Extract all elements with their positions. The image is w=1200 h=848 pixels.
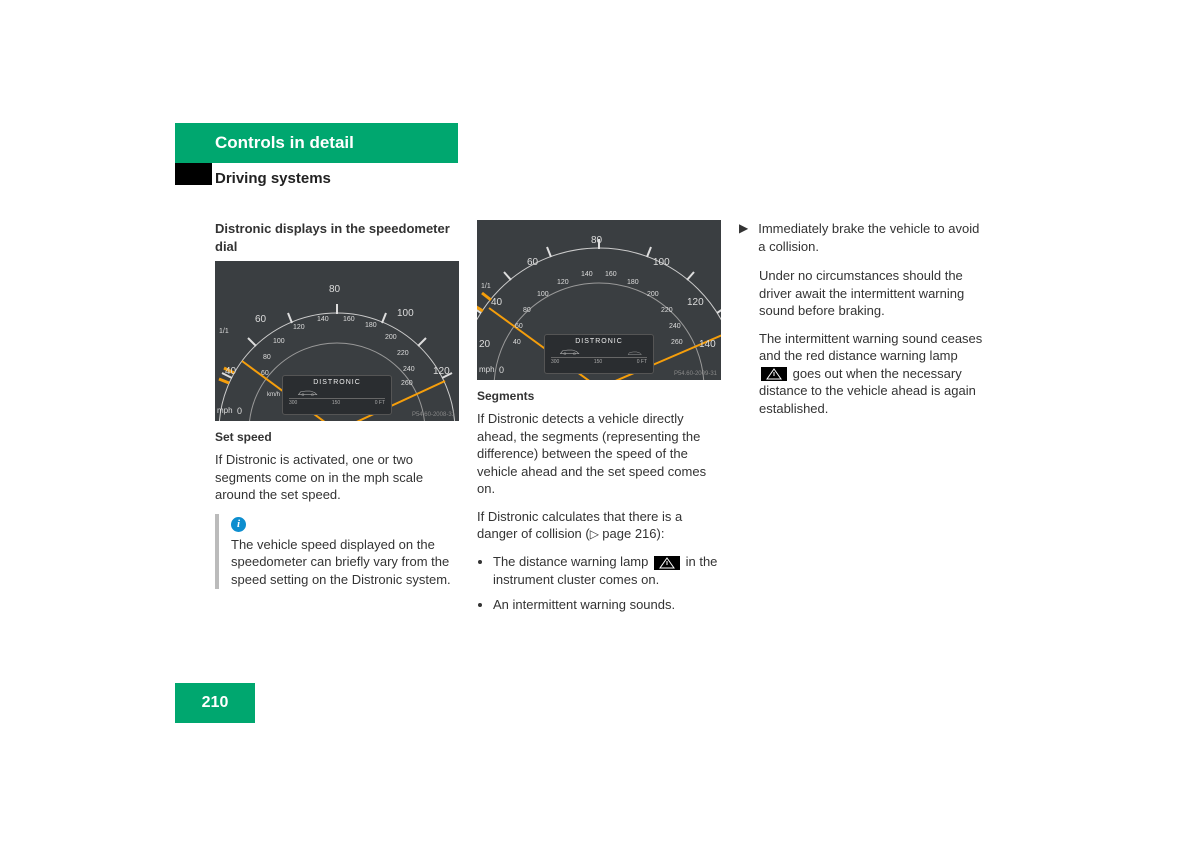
info-note: i The vehicle speed displayed on the spe… xyxy=(215,514,459,589)
k2-60: 60 xyxy=(515,322,523,331)
distronic-display-1: DISTRONIC 300 150 0 FT xyxy=(282,375,392,415)
image-id-1: P54.60-2008-31 xyxy=(412,411,455,419)
col2-ref: page 216 xyxy=(602,526,656,541)
zero-label: 0 xyxy=(237,405,242,417)
k2-260: 260 xyxy=(671,338,683,347)
km-60: 60 xyxy=(261,369,269,378)
km-100: 100 xyxy=(273,337,285,346)
section-title: Driving systems xyxy=(215,170,331,187)
k2-200: 200 xyxy=(647,290,659,299)
km-180: 180 xyxy=(365,321,377,330)
k2-240: 240 xyxy=(669,322,681,331)
t2-20: 20 xyxy=(479,338,490,352)
tick-100: 100 xyxy=(397,307,414,321)
col2-caption: Segments xyxy=(477,388,721,404)
km-160: 160 xyxy=(343,315,355,324)
info-icon: i xyxy=(231,517,246,532)
col3-indent1: Under no circumstances should the driver… xyxy=(739,267,983,320)
warning-lamp-icon-2 xyxy=(761,367,787,381)
speedometer-image-2: 20 40 60 80 100 120 140 40 60 80 100 120… xyxy=(477,220,721,380)
col3-indent2a: The intermittent warning sound ceases an… xyxy=(759,331,982,364)
bar2-150: 150 xyxy=(594,359,602,369)
column-1: Distronic displays in the speedometer di… xyxy=(215,220,459,622)
distronic-display-2: DISTRONIC 300 150 0 FT xyxy=(544,334,654,374)
col2-bullets: The distance warning lamp in the instrum… xyxy=(477,553,721,614)
k2-140: 140 xyxy=(581,270,593,279)
col1-body: If Distronic is activated, one or two se… xyxy=(215,451,459,504)
speedometer-image-1: 40 60 80 100 120 60 80 100 120 140 160 1… xyxy=(215,261,459,421)
col2-body2: If Distronic calculates that there is a … xyxy=(477,508,721,543)
tri-ref-icon: ▷ xyxy=(590,527,603,541)
info-text: The vehicle speed displayed on the speed… xyxy=(231,536,459,589)
km-200: 200 xyxy=(385,333,397,342)
col2-body1: If Distronic detects a vehicle directly … xyxy=(477,410,721,498)
arrow-text: Immediately brake the vehicle to avoid a… xyxy=(758,220,983,255)
chapter-title: Controls in detail xyxy=(215,133,354,153)
page-number: 210 xyxy=(175,683,255,723)
scale2: 1/1 xyxy=(481,282,491,291)
k2-180: 180 xyxy=(627,278,639,287)
mph-label: mph xyxy=(217,406,233,417)
car-icon xyxy=(297,388,319,397)
k2-120: 120 xyxy=(557,278,569,287)
k2-220: 220 xyxy=(661,306,673,315)
car-icon-2 xyxy=(559,347,581,356)
bar-150: 150 xyxy=(332,400,340,410)
distronic-bar-1: 300 150 0 FT xyxy=(289,398,385,410)
k2-40: 40 xyxy=(513,338,521,347)
distronic-label-1: DISTRONIC xyxy=(283,378,391,387)
tick-40: 40 xyxy=(225,365,236,379)
image-id-2: P54.60-2009-31 xyxy=(674,370,717,378)
col2-body2b: ): xyxy=(657,526,665,541)
bar2-0ft: 0 FT xyxy=(637,359,647,369)
bullet-1: The distance warning lamp in the instrum… xyxy=(493,553,721,588)
warning-lamp-icon xyxy=(654,556,680,570)
distronic-bar-2: 300 150 0 FT xyxy=(551,357,647,369)
t2-140: 140 xyxy=(699,338,716,352)
col1-caption: Set speed xyxy=(215,429,459,445)
section-tab xyxy=(175,163,212,185)
km-80: 80 xyxy=(263,353,271,362)
arrow-instruction: ▶ Immediately brake the vehicle to avoid… xyxy=(739,220,983,255)
zero2: 0 xyxy=(499,364,504,376)
t2-40: 40 xyxy=(491,296,502,310)
k2-160: 160 xyxy=(605,270,617,279)
t2-60: 60 xyxy=(527,256,538,270)
km-220: 220 xyxy=(397,349,409,358)
chapter-header: Controls in detail xyxy=(175,123,458,163)
bullet1-a: The distance warning lamp xyxy=(493,554,648,569)
content-columns: Distronic displays in the speedometer di… xyxy=(215,220,983,622)
bar-300: 300 xyxy=(289,400,297,410)
bar-0ft: 0 FT xyxy=(375,400,385,410)
scale-1-1: 1/1 xyxy=(219,327,229,336)
km-120: 120 xyxy=(293,323,305,332)
column-2: 20 40 60 80 100 120 140 40 60 80 100 120… xyxy=(477,220,721,622)
tick-80: 80 xyxy=(329,283,340,297)
k2-100: 100 xyxy=(537,290,549,299)
arrow-icon: ▶ xyxy=(739,220,748,255)
t2-100: 100 xyxy=(653,256,670,270)
distronic-label-2: DISTRONIC xyxy=(545,337,653,346)
km-260: 260 xyxy=(401,379,413,388)
t2-80: 80 xyxy=(591,234,602,248)
col1-title: Distronic displays in the speedometer di… xyxy=(215,220,459,255)
km-240: 240 xyxy=(403,365,415,374)
col3-indent2b: goes out when the necessary distance to … xyxy=(759,366,976,416)
tick-120: 120 xyxy=(433,365,450,379)
mph2: mph xyxy=(479,365,495,376)
kmh-label: km/h xyxy=(267,391,280,399)
t2-120: 120 xyxy=(687,296,704,310)
km-140: 140 xyxy=(317,315,329,324)
col3-indent2: The intermittent warning sound ceases an… xyxy=(739,330,983,418)
k2-80: 80 xyxy=(523,306,531,315)
column-3: ▶ Immediately brake the vehicle to avoid… xyxy=(739,220,983,622)
bar2-300: 300 xyxy=(551,359,559,369)
tick-60: 60 xyxy=(255,313,266,327)
bullet-2: An intermittent warning sounds. xyxy=(493,596,721,614)
